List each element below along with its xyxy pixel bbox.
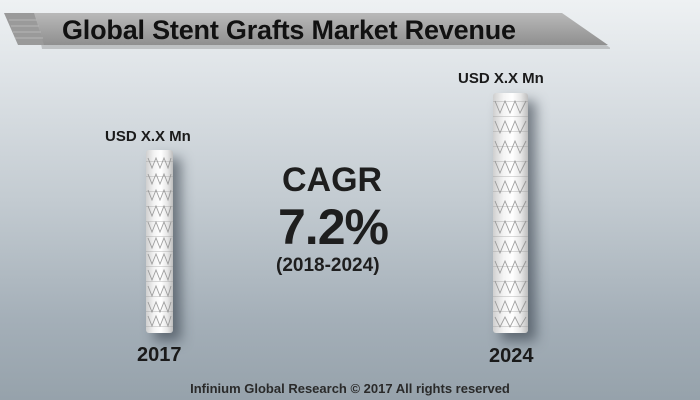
cagr-label: CAGR [282, 161, 383, 199]
bar-2024-value-label: USD X.X Mn [458, 70, 544, 87]
stent-mesh-icon [147, 156, 172, 328]
bar-2017-value-label: USD X.X Mn [105, 128, 191, 145]
bar-2024-stent [493, 93, 528, 333]
copyright-footer: Infinium Global Research © 2017 All righ… [190, 381, 510, 396]
bar-2024-year-label: 2024 [489, 345, 534, 367]
cagr-value: 7.2% [278, 199, 389, 255]
bar-2017-stent [146, 150, 173, 333]
chart-title: Global Stent Grafts Market Revenue [62, 15, 516, 45]
title-banner [4, 12, 610, 49]
banner-ribbon-icon [4, 13, 610, 49]
stent-mesh-icon [494, 99, 527, 329]
cagr-period: (2018-2024) [276, 255, 380, 276]
bar-2017-year-label: 2017 [137, 344, 182, 366]
